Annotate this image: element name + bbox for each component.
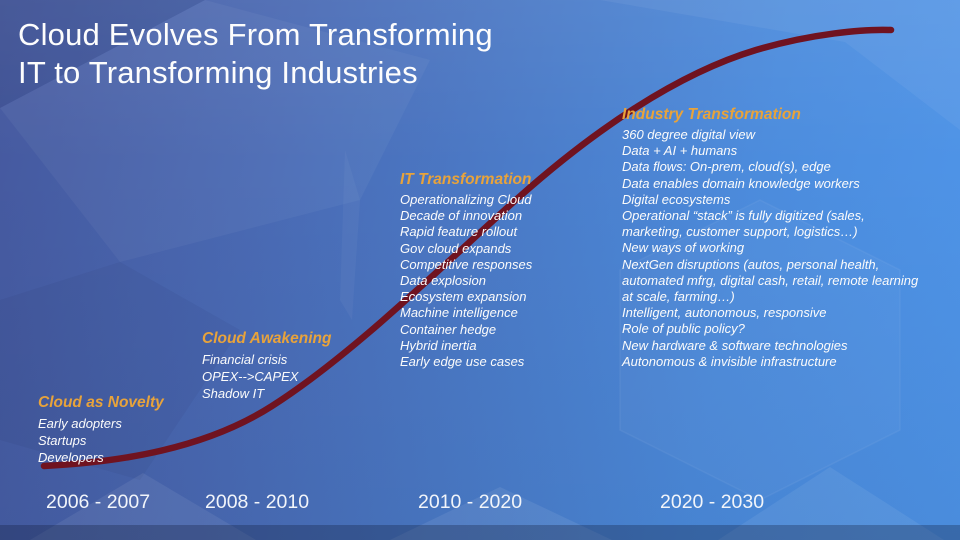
phase-item-list: Early adopters Startups Developers xyxy=(38,415,218,466)
phase-item: Operational “stack” is fully digitized (… xyxy=(622,208,865,240)
phase-item: Early adopters xyxy=(38,416,122,431)
phase-item: Data explosion xyxy=(400,273,486,289)
phase-item: Digital ecosystems xyxy=(622,191,731,207)
phase-item: Developers xyxy=(38,450,104,465)
phase-industry-transformation: Industry Transformation 360 degree digit… xyxy=(622,106,928,370)
phase-item: Rapid feature rollout xyxy=(400,224,518,240)
phase-item: Shadow IT xyxy=(202,386,265,401)
period-label-2008-2010: 2008 - 2010 xyxy=(205,491,310,513)
phase-item: Data + AI + humans xyxy=(622,143,738,159)
phase-item: NextGen disruptions (autos, personal hea… xyxy=(622,256,919,305)
slide-title-line2: IT to Transforming Industries xyxy=(18,55,418,90)
phase-cloud-awakening: Cloud Awakening Financial crisis OPEX-->C… xyxy=(202,330,382,402)
phase-item: Role of public policy? xyxy=(622,321,745,337)
phase-item: New hardware & software technologies xyxy=(622,337,848,353)
phase-item: Data enables domain knowledge workers xyxy=(622,175,860,191)
phase-cloud-as-novelty: Cloud as Novelty Early adopters Startups D… xyxy=(38,394,218,466)
phase-item: Hybrid inertia xyxy=(400,337,477,353)
phase-item: Competitive responses xyxy=(400,256,533,272)
period-label-2020-2030: 2020 - 2030 xyxy=(660,491,765,513)
phase-item: Gov cloud expands xyxy=(400,240,512,256)
phase-title: Cloud as Novelty xyxy=(38,394,164,411)
phase-item: Financial crisis xyxy=(202,352,288,367)
phase-it-transformation: IT Transformation Operationalizing Cloud… xyxy=(400,171,630,370)
s-curve-path xyxy=(40,26,895,470)
phase-item: Container hedge xyxy=(400,321,497,337)
phase-item-list: 360 degree digital view Data + AI + human… xyxy=(622,127,928,370)
phase-item: Operationalizing Cloud xyxy=(400,192,532,207)
period-label-2010-2020: 2010 - 2020 xyxy=(418,491,523,513)
phase-item: 360 degree digital view xyxy=(622,127,755,142)
period-label-2006-2007: 2006 - 2007 xyxy=(46,491,151,513)
phase-item: Early edge use cases xyxy=(400,354,525,370)
phase-item-list: Financial crisis OPEX-->CAPEX Shadow IT xyxy=(202,351,382,402)
phase-item: Intelligent, autonomous, responsive xyxy=(622,305,827,321)
phase-item: New ways of working xyxy=(622,240,745,256)
phase-item: Data flows: On-prem, cloud(s), edge xyxy=(622,159,831,175)
phase-item: Machine intelligence xyxy=(400,305,518,321)
phase-item: Decade of innovation xyxy=(400,208,523,224)
phase-title: Industry Transformation xyxy=(622,106,801,123)
slide-title-line1: Cloud Evolves From Transforming xyxy=(18,17,493,52)
slide-title: Cloud Evolves From Transforming IT to Tr… xyxy=(18,16,493,92)
phase-item: Startups xyxy=(38,433,87,448)
phase-title: Cloud Awakening xyxy=(202,330,332,347)
phase-item-list: Operationalizing Cloud Decade of innovati… xyxy=(400,192,630,370)
phase-title: IT Transformation xyxy=(400,171,532,188)
phase-item: Ecosystem expansion xyxy=(400,289,527,305)
phase-item: OPEX-->CAPEX xyxy=(202,369,299,384)
phase-item: Autonomous & invisible infrastructure xyxy=(622,353,837,369)
